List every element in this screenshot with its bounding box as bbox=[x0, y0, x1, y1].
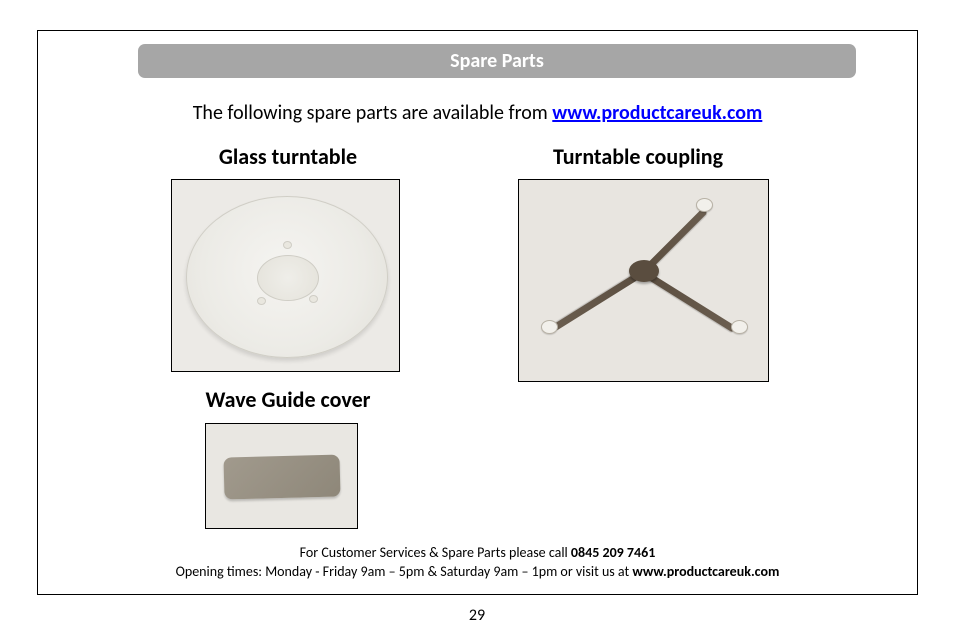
image-wave-guide-cover bbox=[205, 423, 358, 529]
section-banner: Spare Parts bbox=[138, 44, 856, 78]
glass-plate-icon bbox=[186, 196, 388, 358]
wave-guide-plate-icon bbox=[223, 454, 340, 499]
heading-turntable-coupling: Turntable coupling bbox=[508, 143, 768, 170]
footer-phone: 0845 209 7461 bbox=[571, 544, 655, 561]
page-number: 29 bbox=[0, 606, 954, 625]
footer-line1-text: For Customer Services & Spare Parts plea… bbox=[300, 544, 571, 561]
footer-site: www.productcareuk.com bbox=[632, 563, 779, 580]
intro-text: The following spare parts are available … bbox=[193, 101, 553, 125]
footer-line-2: Opening times: Monday - Friday 9am – 5pm… bbox=[38, 563, 917, 582]
image-glass-turntable bbox=[171, 179, 400, 372]
image-turntable-coupling bbox=[518, 179, 769, 382]
footer-block: For Customer Services & Spare Parts plea… bbox=[38, 544, 917, 582]
heading-glass-turntable: Glass turntable bbox=[158, 143, 418, 170]
footer-line2-text: Opening times: Monday - Friday 9am – 5pm… bbox=[176, 563, 633, 580]
banner-title: Spare Parts bbox=[450, 49, 544, 73]
heading-wave-guide-cover: Wave Guide cover bbox=[158, 386, 418, 413]
intro-line: The following spare parts are available … bbox=[38, 101, 917, 125]
intro-link[interactable]: www.productcareuk.com bbox=[552, 101, 762, 125]
page-frame: Spare Parts The following spare parts ar… bbox=[37, 30, 918, 595]
footer-line-1: For Customer Services & Spare Parts plea… bbox=[38, 544, 917, 563]
tripod-hub-icon bbox=[629, 260, 659, 282]
